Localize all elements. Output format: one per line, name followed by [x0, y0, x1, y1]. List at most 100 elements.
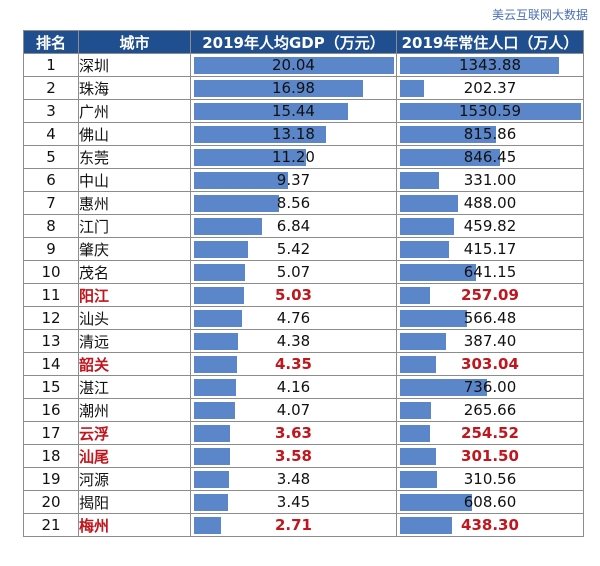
gdp-cell: 6.84 — [190, 214, 397, 238]
gdp-value: 4.38 — [276, 332, 311, 350]
population-value: 257.09 — [461, 286, 519, 304]
gdp-bar — [194, 287, 244, 304]
gdp-value: 3.63 — [274, 424, 312, 442]
city-cell: 潮州 — [78, 398, 191, 422]
gdp-cell: 9.37 — [190, 168, 397, 192]
header-population: 2019年常住人口（万人） — [396, 30, 584, 54]
population-value: 1343.88 — [458, 56, 522, 74]
population-cell: 459.82 — [396, 214, 584, 238]
gdp-value: 15.44 — [272, 102, 315, 120]
population-bar — [400, 517, 452, 534]
gdp-value: 5.03 — [274, 286, 312, 304]
population-cell: 254.52 — [396, 421, 584, 445]
gdp-value: 16.98 — [272, 79, 315, 97]
population-bar — [400, 333, 446, 350]
table-row: 18 汕尾 3.58 301.50 — [23, 444, 584, 468]
city-cell: 阳江 — [78, 283, 191, 307]
population-cell: 331.00 — [396, 168, 584, 192]
gdp-bar — [194, 195, 279, 212]
population-cell: 415.17 — [396, 237, 584, 261]
population-bar — [400, 310, 467, 327]
population-cell: 736.00 — [396, 375, 584, 399]
gdp-cell: 4.38 — [190, 329, 397, 353]
population-bar — [400, 80, 424, 97]
rank-cell: 21 — [23, 513, 79, 537]
population-value: 641.15 — [463, 263, 517, 281]
rank-cell: 4 — [23, 122, 79, 146]
population-bar — [400, 287, 430, 304]
population-cell: 387.40 — [396, 329, 584, 353]
rank-cell: 10 — [23, 260, 79, 284]
gdp-bar — [194, 517, 221, 534]
header-gdp: 2019年人均GDP（万元） — [190, 30, 397, 54]
population-bar — [400, 402, 431, 419]
rank-cell: 12 — [23, 306, 79, 330]
rank-cell: 16 — [23, 398, 79, 422]
population-bar — [400, 448, 436, 465]
gdp-bar — [194, 402, 235, 419]
gdp-cell: 8.56 — [190, 191, 397, 215]
population-cell: 310.56 — [396, 467, 584, 491]
gdp-cell: 3.58 — [190, 444, 397, 468]
gdp-bar — [194, 448, 230, 465]
population-cell: 846.45 — [396, 145, 584, 169]
table-row: 4 佛山 13.18 815.86 — [23, 122, 584, 146]
table-row: 7 惠州 8.56 488.00 — [23, 191, 584, 215]
gdp-cell: 3.45 — [190, 490, 397, 514]
population-bar — [400, 471, 437, 488]
rank-cell: 11 — [23, 283, 79, 307]
population-bar — [400, 494, 472, 511]
gdp-bar — [194, 126, 326, 143]
gdp-bar — [194, 471, 229, 488]
population-bar — [400, 195, 458, 212]
population-value: 566.48 — [463, 309, 517, 327]
table-row: 16 潮州 4.07 265.66 — [23, 398, 584, 422]
population-cell: 566.48 — [396, 306, 584, 330]
rank-cell: 17 — [23, 421, 79, 445]
rank-cell: 14 — [23, 352, 79, 376]
population-bar — [400, 264, 476, 281]
population-cell: 438.30 — [396, 513, 584, 537]
rank-cell: 1 — [23, 53, 79, 77]
table-row: 17 云浮 3.63 254.52 — [23, 421, 584, 445]
source-label: 美云互联网大数据 — [491, 8, 588, 22]
city-cell: 梅州 — [78, 513, 191, 537]
gdp-value: 4.07 — [276, 401, 311, 419]
gdp-cell: 5.03 — [190, 283, 397, 307]
population-cell: 1530.59 — [396, 99, 584, 123]
gdp-cell: 2.71 — [190, 513, 397, 537]
gdp-cell: 5.42 — [190, 237, 397, 261]
gdp-value: 8.56 — [276, 194, 311, 212]
city-cell: 佛山 — [78, 122, 191, 146]
population-cell: 488.00 — [396, 191, 584, 215]
population-value: 736.00 — [463, 378, 517, 396]
population-cell: 202.37 — [396, 76, 584, 100]
city-cell: 茂名 — [78, 260, 191, 284]
population-value: 310.56 — [463, 470, 517, 488]
population-value: 303.04 — [461, 355, 519, 373]
gdp-cell: 11.20 — [190, 145, 397, 169]
gdp-bar — [194, 57, 394, 74]
population-bar — [400, 218, 454, 235]
population-bar — [400, 356, 436, 373]
population-value: 265.66 — [463, 401, 517, 419]
rank-cell: 20 — [23, 490, 79, 514]
gdp-cell: 20.04 — [190, 53, 397, 77]
population-bar — [400, 425, 430, 442]
table-row: 20 揭阳 3.45 608.60 — [23, 490, 584, 514]
gdp-value: 9.37 — [276, 171, 311, 189]
table-row: 3 广州 15.44 1530.59 — [23, 99, 584, 123]
gdp-value: 3.58 — [274, 447, 312, 465]
city-cell: 江门 — [78, 214, 191, 238]
table-row: 15 湛江 4.16 736.00 — [23, 375, 584, 399]
gdp-bar — [194, 218, 262, 235]
gdp-cell: 4.76 — [190, 306, 397, 330]
gdp-cell: 16.98 — [190, 76, 397, 100]
gdp-bar — [194, 80, 363, 97]
gdp-value: 6.84 — [276, 217, 311, 235]
city-cell: 云浮 — [78, 421, 191, 445]
city-cell: 广州 — [78, 99, 191, 123]
city-cell: 揭阳 — [78, 490, 191, 514]
city-cell: 河源 — [78, 467, 191, 491]
rank-cell: 2 — [23, 76, 79, 100]
